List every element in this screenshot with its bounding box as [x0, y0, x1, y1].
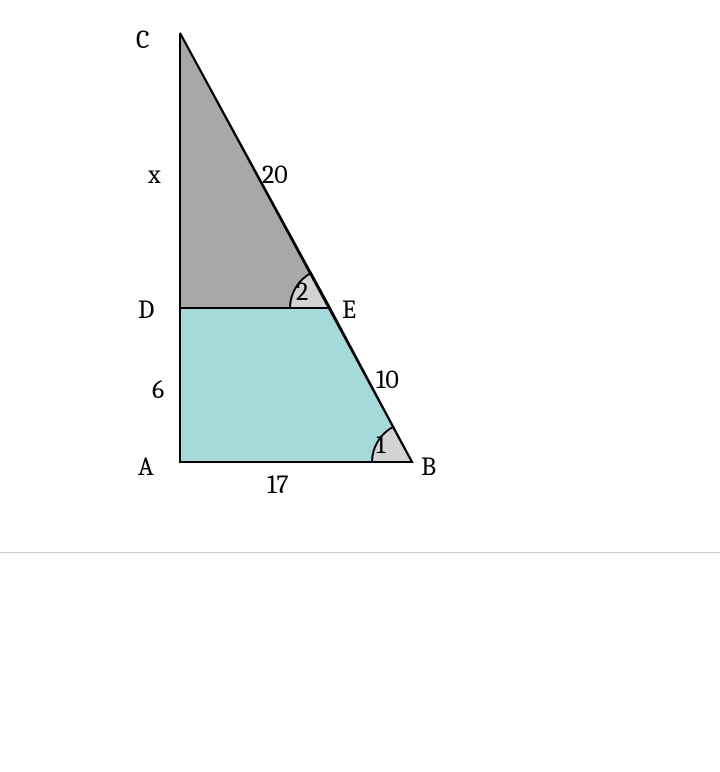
edge-label-CE: 20	[262, 160, 288, 190]
vertex-label-A: A	[138, 452, 154, 482]
edge-label-AB: 17	[267, 470, 289, 500]
geometry-diagram: C D E A B x 20 6 10 17 1 2	[0, 0, 720, 560]
diagram-svg	[0, 0, 720, 560]
angle-label-2: 2	[296, 277, 308, 307]
edge-label-CD: x	[148, 160, 161, 190]
angle-label-1: 1	[376, 430, 385, 460]
edge-label-DA: 6	[152, 375, 164, 405]
vertex-label-E: E	[342, 295, 356, 325]
separator-line	[0, 552, 720, 553]
vertex-label-C: C	[136, 25, 150, 55]
vertex-label-D: D	[138, 295, 154, 325]
edge-label-EB: 10	[376, 365, 399, 395]
vertex-label-B: B	[421, 452, 436, 482]
